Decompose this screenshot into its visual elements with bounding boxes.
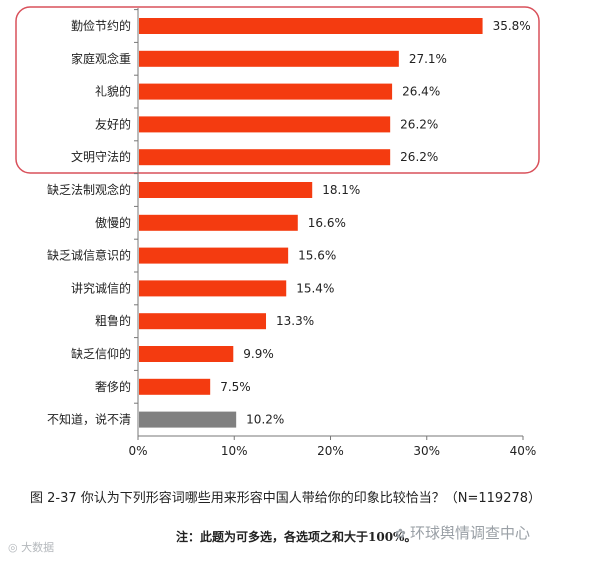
category-label: 傲慢的 bbox=[95, 215, 131, 230]
value-label: 7.5% bbox=[220, 380, 251, 394]
bar bbox=[139, 182, 312, 198]
value-label: 15.6% bbox=[298, 249, 336, 263]
bar bbox=[139, 18, 483, 34]
value-label: 26.2% bbox=[400, 117, 438, 131]
bar bbox=[139, 84, 392, 100]
bar bbox=[139, 313, 266, 329]
category-label: 礼貌的 bbox=[95, 84, 131, 99]
category-label: 家庭观念重 bbox=[71, 51, 131, 66]
bar-chart: 勤俭节约的 35.8% 家庭观念重 27.1% 礼貌的 26.4% 友好的 26.2% 文明守法… bbox=[0, 0, 591, 480]
watermark-right: ✿ 环球舆情调查中心 bbox=[395, 522, 530, 543]
bar bbox=[139, 248, 288, 264]
x-tick-label: 30% bbox=[413, 444, 440, 458]
value-label: 10.2% bbox=[246, 413, 284, 427]
category-label: 勤俭节约的 bbox=[71, 18, 131, 33]
value-label: 15.4% bbox=[296, 281, 334, 295]
figure-caption: 图 2-37 你认为下列形容词哪些用来形容中国人带给你的印象比较恰当？（N=11… bbox=[30, 487, 590, 506]
watermark-left: ◎ 大数据 bbox=[8, 539, 54, 555]
category-label: 奢侈的 bbox=[95, 379, 131, 394]
wechat-icon: ✿ bbox=[395, 527, 410, 542]
x-tick-label: 0% bbox=[128, 444, 147, 458]
x-tick-label: 40% bbox=[510, 444, 537, 458]
watermark-right-text: 环球舆情调查中心 bbox=[410, 524, 530, 542]
value-label: 13.3% bbox=[276, 314, 314, 328]
value-label: 16.6% bbox=[308, 216, 346, 230]
weibo-icon: ◎ bbox=[8, 541, 21, 554]
category-label: 缺乏信仰的 bbox=[71, 346, 131, 361]
value-label: 26.4% bbox=[402, 85, 440, 99]
value-label: 26.2% bbox=[400, 150, 438, 164]
value-label: 9.9% bbox=[243, 347, 274, 361]
watermark-left-text: 大数据 bbox=[21, 541, 54, 554]
bar bbox=[139, 51, 399, 67]
value-label: 35.8% bbox=[493, 19, 531, 33]
bars-group: 勤俭节约的 35.8% 家庭观念重 27.1% 礼貌的 26.4% 友好的 26.2% 文明守法… bbox=[47, 18, 531, 428]
category-label: 文明守法的 bbox=[71, 149, 131, 164]
bar bbox=[139, 215, 298, 231]
category-label: 讲究诚信的 bbox=[71, 280, 131, 295]
category-label: 友好的 bbox=[95, 116, 131, 131]
bar bbox=[139, 116, 390, 132]
bar bbox=[139, 412, 236, 428]
value-label: 27.1% bbox=[409, 52, 447, 66]
bar bbox=[139, 346, 233, 362]
value-label: 18.1% bbox=[322, 183, 360, 197]
x-tick-label: 10% bbox=[221, 444, 248, 458]
category-label: 缺乏诚信意识的 bbox=[47, 248, 131, 263]
x-tick-label: 20% bbox=[317, 444, 344, 458]
category-label: 不知道，说不清 bbox=[47, 412, 131, 427]
category-label: 粗鲁的 bbox=[95, 313, 131, 328]
chart-note: 注：此题为可多选，各选项之和大于100%。 bbox=[176, 528, 416, 545]
bar bbox=[139, 379, 210, 395]
bar bbox=[139, 280, 286, 296]
category-label: 缺乏法制观念的 bbox=[47, 182, 131, 197]
bar bbox=[139, 149, 390, 165]
